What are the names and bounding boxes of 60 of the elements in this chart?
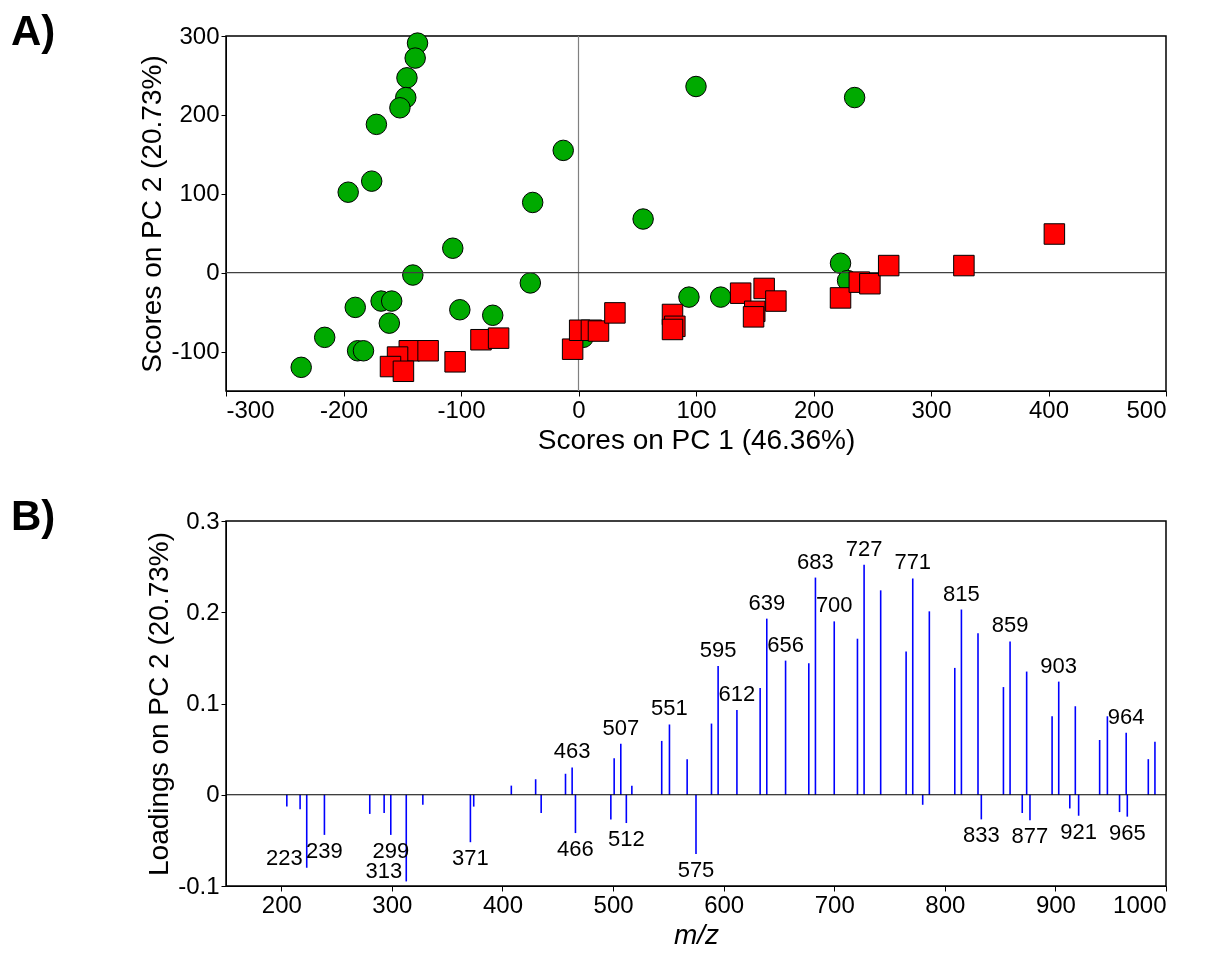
annotation: 815 [943, 580, 980, 606]
chart-title: B) [11, 492, 56, 539]
x-tick-label: 800 [925, 890, 966, 918]
x-tick-label: 900 [1035, 890, 1076, 918]
annotation: 313 [365, 858, 403, 884]
y-tick-label: 200 [179, 100, 220, 128]
annotation: 771 [894, 549, 932, 575]
x-tick-label: -200 [319, 395, 369, 423]
annotation: 223 [266, 844, 303, 870]
chart-title: A) [11, 7, 56, 54]
x-tick-label: 700 [814, 890, 855, 918]
annotation: 964 [1107, 703, 1145, 729]
annotation: 727 [845, 535, 883, 561]
annotation: 575 [677, 857, 715, 883]
y-tick-label: -0.1 [178, 871, 220, 899]
annotation: 965 [1108, 819, 1146, 845]
y-axis-title: Loadings on PC 2 (20.73%) [143, 532, 175, 876]
annotation: 612 [718, 680, 756, 706]
annotation: 463 [553, 738, 591, 764]
y-tick-label: -100 [171, 337, 220, 365]
x-axis-title: m/z [673, 918, 720, 950]
annotation: 639 [748, 589, 786, 615]
y-axis-title: Scores on PC 2 (20.73%) [136, 55, 168, 373]
annotation: 512 [607, 826, 645, 852]
y-tick-label: 0 [206, 258, 220, 286]
annotation: 595 [699, 637, 737, 663]
x-tick-label: 1000 [1113, 890, 1167, 918]
y-tick-label: 100 [179, 179, 220, 207]
annotation: 859 [991, 612, 1029, 638]
x-tick-label: 300 [911, 395, 952, 423]
annotation: 371 [452, 845, 489, 871]
annotation: 466 [557, 836, 594, 862]
x-tick-label: -300 [226, 395, 275, 423]
annotation: 239 [306, 837, 343, 863]
x-tick-label: 400 [1028, 395, 1070, 423]
annotation: 656 [767, 631, 804, 657]
annotation: 700 [815, 592, 853, 618]
y-tick-label: 0 [206, 780, 220, 808]
x-tick-label: 200 [261, 890, 302, 918]
y-tick-label: 0.1 [186, 689, 220, 716]
x-tick-label: 300 [372, 890, 413, 918]
annotation: 921 [1060, 818, 1097, 844]
x-tick-label: 500 [1126, 395, 1167, 423]
annotation: 683 [797, 548, 834, 574]
x-axis-title: Scores on PC 1 (46.36%) [537, 423, 856, 455]
x-tick-label: 0 [572, 395, 586, 423]
annotation: 833 [962, 822, 1000, 848]
annotation: 903 [1040, 652, 1078, 678]
y-tick-label: 300 [179, 21, 220, 49]
y-tick-label: 0.2 [186, 597, 220, 625]
x-tick-label: 400 [482, 890, 523, 918]
x-tick-label: 500 [593, 890, 634, 918]
x-tick-label: 100 [676, 395, 717, 423]
annotation: 877 [1011, 823, 1049, 849]
annotation: 507 [602, 714, 640, 740]
y-tick-label: 0.3 [186, 506, 220, 534]
x-tick-label: -100 [437, 395, 486, 423]
annotation: 551 [651, 695, 688, 721]
x-tick-label: 200 [793, 395, 835, 423]
x-tick-label: 600 [704, 890, 745, 918]
